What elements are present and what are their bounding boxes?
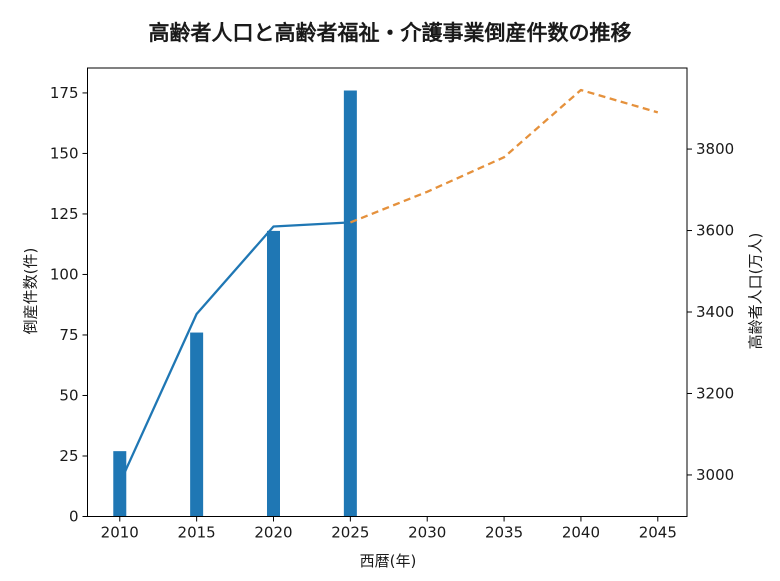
x-tick-label: 2025 bbox=[331, 524, 369, 542]
left-y-tick-label: 75 bbox=[59, 326, 78, 344]
x-tick-label: 2045 bbox=[639, 524, 677, 542]
x-tick-label: 2040 bbox=[562, 524, 600, 542]
right-y-tick-label: 3800 bbox=[696, 140, 734, 158]
left-axis-label: 倒産件数(件) bbox=[21, 247, 40, 335]
axes-spines bbox=[87, 67, 688, 517]
x-tick-label: 2020 bbox=[254, 524, 292, 542]
chart-title: 高齢者人口と高齢者福祉・介護事業倒産件数の推移 bbox=[148, 21, 632, 45]
right-y-tick-label: 3000 bbox=[696, 466, 734, 484]
x-axis-label: 西暦(年) bbox=[359, 552, 417, 570]
left-y-tick-label: 50 bbox=[59, 386, 78, 404]
right-y-tick-label: 3400 bbox=[696, 303, 734, 321]
right-y-tick-label: 3600 bbox=[696, 222, 734, 240]
right-y-tick-label: 3200 bbox=[696, 384, 734, 402]
x-tick-label: 2035 bbox=[485, 524, 523, 542]
bar-2010 bbox=[113, 451, 127, 517]
bar-2015 bbox=[190, 332, 204, 517]
right-axis-label: 高齢者人口(万人) bbox=[746, 232, 765, 350]
elderly-population-actual-line bbox=[118, 221, 351, 484]
left-y-tick-label: 0 bbox=[69, 508, 79, 526]
bar-2025 bbox=[343, 90, 357, 517]
bar-2020 bbox=[266, 230, 280, 517]
left-y-tick-label: 25 bbox=[59, 447, 78, 465]
left-y-tick-label: 175 bbox=[50, 84, 79, 102]
left-y-tick-label: 125 bbox=[50, 205, 79, 223]
left-y-tick-label: 100 bbox=[50, 265, 79, 283]
left-y-tick-label: 150 bbox=[50, 144, 79, 162]
x-tick-label: 2015 bbox=[178, 524, 216, 542]
elderly-population-projection-line bbox=[349, 88, 659, 224]
x-tick-label: 2030 bbox=[408, 524, 446, 542]
x-tick-label: 2010 bbox=[101, 524, 139, 542]
